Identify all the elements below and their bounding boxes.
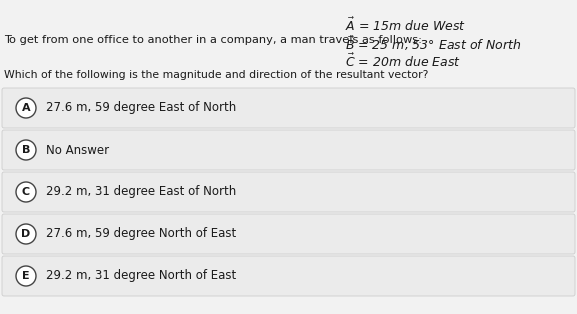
Text: Which of the following is the magnitude and direction of the resultant vector?: Which of the following is the magnitude … [4,70,428,80]
Text: B: B [22,145,30,155]
FancyBboxPatch shape [2,172,575,212]
Text: 27.6 m, 59 degree North of East: 27.6 m, 59 degree North of East [46,228,236,241]
FancyBboxPatch shape [2,256,575,296]
FancyBboxPatch shape [2,130,575,170]
Text: No Answer: No Answer [46,143,109,156]
Text: A: A [22,103,31,113]
Text: D: D [21,229,31,239]
Circle shape [16,98,36,118]
Text: $\vec{C}$ = 20m due East: $\vec{C}$ = 20m due East [345,53,461,70]
Text: C: C [22,187,30,197]
FancyBboxPatch shape [2,88,575,128]
Text: 29.2 m, 31 degree North of East: 29.2 m, 31 degree North of East [46,269,236,283]
Circle shape [16,224,36,244]
FancyBboxPatch shape [2,214,575,254]
Text: To get from one office to another in a company, a man travels as follows:: To get from one office to another in a c… [4,35,422,45]
Text: 29.2 m, 31 degree East of North: 29.2 m, 31 degree East of North [46,186,236,198]
Text: $\vec{A}$ = 15m due West: $\vec{A}$ = 15m due West [345,17,466,34]
Circle shape [16,266,36,286]
Circle shape [16,182,36,202]
Text: $\vec{B}$ = 25 m, 53° East of North: $\vec{B}$ = 25 m, 53° East of North [345,35,521,53]
Circle shape [16,140,36,160]
Text: 27.6 m, 59 degree East of North: 27.6 m, 59 degree East of North [46,101,236,115]
Text: E: E [22,271,30,281]
